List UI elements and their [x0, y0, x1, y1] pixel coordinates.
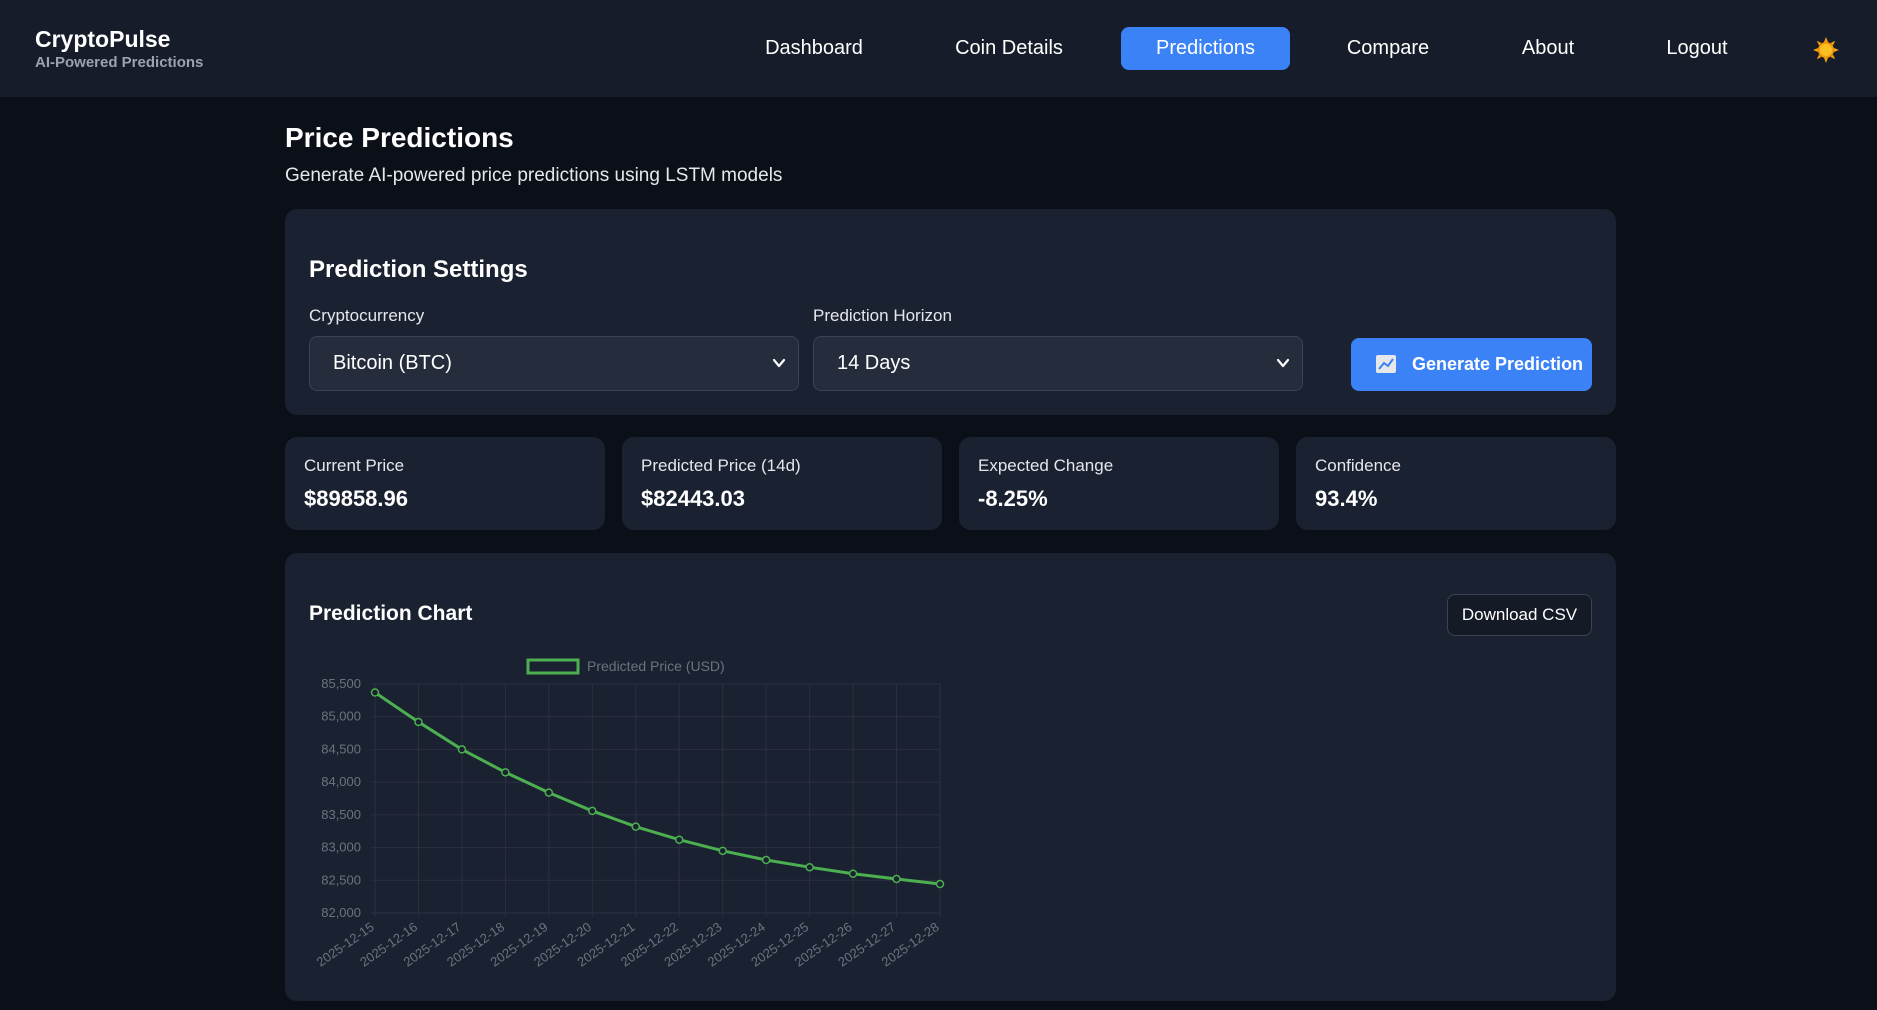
- data-point: [674, 835, 684, 844]
- y-tick-label: 82,000: [321, 905, 361, 920]
- cryptocurrency-select-value: Bitcoin (BTC): [333, 352, 452, 374]
- brand-tagline: AI-Powered Predictions: [35, 54, 204, 71]
- data-point: [935, 879, 945, 889]
- nav-item-compare[interactable]: Compare: [1346, 37, 1430, 59]
- generate-prediction-label: Generate Prediction: [1412, 354, 1584, 374]
- stat-value: $82443.03: [641, 486, 745, 511]
- nav-item-logout[interactable]: Logout: [1666, 37, 1728, 59]
- data-point: [805, 862, 814, 872]
- stat-card-current-price: Current Price $89858.96: [285, 437, 605, 530]
- stat-card-predicted-price: Predicted Price (14d) $82443.03: [622, 437, 942, 530]
- brand[interactable]: CryptoPulse AI-Powered Predictions: [35, 26, 203, 72]
- stat-label: Predicted Price (14d): [641, 456, 801, 475]
- prediction-settings-card: Prediction Settings Cryptocurrency Bitco…: [285, 209, 1616, 415]
- data-point: [544, 788, 554, 797]
- data-point: [457, 745, 467, 754]
- data-point: [501, 768, 510, 777]
- prediction-chart: 85,500 85,000 84,500 84,000 83,500 83,000 82,5…: [314, 658, 945, 970]
- y-tick-label: 85,500: [321, 676, 361, 691]
- nav-item-predictions[interactable]: Predictions: [1121, 27, 1290, 70]
- y-tick-label: 84,000: [321, 774, 361, 789]
- stat-value: $89858.96: [304, 486, 408, 511]
- data-point: [718, 846, 727, 856]
- data-point: [892, 874, 901, 884]
- data-point: [761, 855, 771, 865]
- cryptocurrency-label: Cryptocurrency: [309, 306, 425, 325]
- top-navbar: CryptoPulse AI-Powered Predictions Dashb…: [0, 0, 1877, 97]
- legend-swatch: [526, 658, 580, 675]
- y-tick-label: 83,000: [321, 840, 361, 855]
- nav-item-coin-details[interactable]: Coin Details: [955, 37, 1063, 59]
- stat-label: Expected Change: [978, 456, 1114, 475]
- cryptocurrency-select[interactable]: Bitcoin (BTC): [309, 336, 799, 391]
- data-point: [631, 822, 641, 831]
- data-point: [414, 717, 423, 727]
- data-point: [370, 688, 380, 697]
- series-line: [373, 691, 942, 886]
- y-tick-label: 85,000: [321, 709, 361, 724]
- sun-icon[interactable]: [1812, 36, 1840, 64]
- page-subtitle: Generate AI-powered price predictions us…: [285, 165, 783, 186]
- chart-title: Prediction Chart: [309, 602, 473, 625]
- stat-card-expected-change: Expected Change -8.25%: [959, 437, 1279, 530]
- nav-item-about[interactable]: About: [1521, 37, 1575, 59]
- data-point: [848, 869, 858, 878]
- stat-label: Current Price: [304, 456, 405, 475]
- stat-value: -8.25%: [978, 486, 1048, 511]
- prediction-horizon-select-value: 14 Days: [837, 352, 911, 374]
- chevron-down-icon: [1276, 358, 1290, 368]
- generate-prediction-button[interactable]: Generate Prediction: [1351, 338, 1592, 391]
- settings-title: Prediction Settings: [309, 256, 528, 283]
- chevron-down-icon: [772, 358, 786, 368]
- nav-item-dashboard[interactable]: Dashboard: [765, 37, 863, 59]
- chart-icon: [1376, 355, 1396, 373]
- page-title: Price Predictions: [285, 122, 514, 153]
- brand-name: CryptoPulse: [35, 26, 171, 52]
- legend-label: Predicted Price (USD): [587, 658, 725, 674]
- prediction-horizon-select[interactable]: 14 Days: [813, 336, 1303, 391]
- prediction-horizon-label: Prediction Horizon: [813, 306, 952, 325]
- y-tick-label: 84,500: [321, 741, 361, 756]
- stat-card-confidence: Confidence 93.4%: [1296, 437, 1616, 530]
- download-csv-button[interactable]: Download CSV: [1447, 594, 1592, 636]
- data-point: [588, 806, 597, 816]
- y-tick-label: 83,500: [321, 807, 361, 822]
- y-tick-label: 82,500: [321, 872, 361, 887]
- stat-value: 93.4%: [1315, 486, 1378, 511]
- prediction-chart-card: Prediction Chart Download CSV 85,500 85,0…: [285, 553, 1616, 1001]
- stat-label: Confidence: [1315, 456, 1402, 475]
